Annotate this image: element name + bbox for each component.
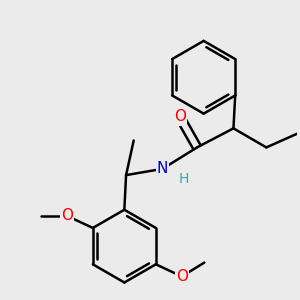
Text: O: O — [61, 208, 73, 223]
Text: H: H — [179, 172, 189, 186]
Text: O: O — [174, 110, 186, 124]
Text: N: N — [157, 161, 168, 176]
Text: O: O — [176, 269, 188, 284]
